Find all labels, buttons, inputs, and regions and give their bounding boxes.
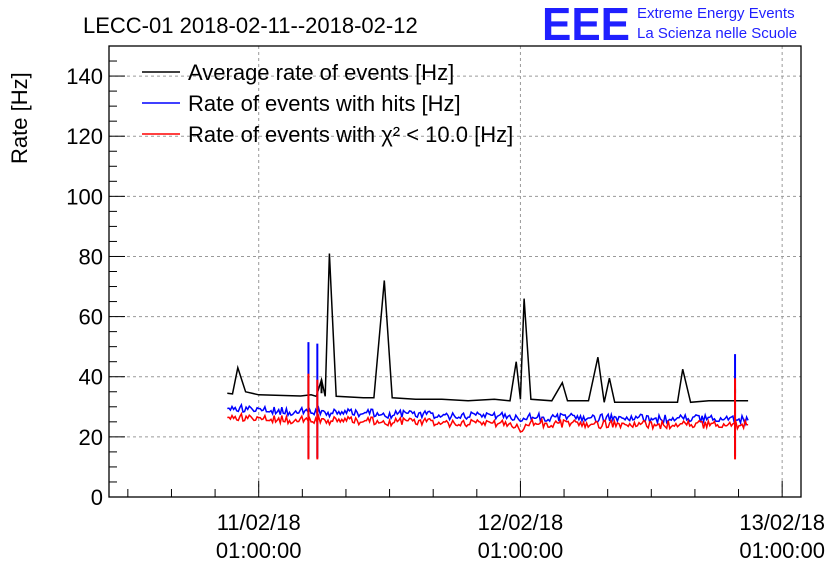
logo-letters: EEE (542, 0, 630, 50)
y-tick-label-7: 140 (66, 64, 103, 89)
logo-line-2: La Scienza nelle Scuole (637, 25, 797, 42)
eee-logo: EEE Extreme Energy Events La Scienza nel… (542, 0, 797, 50)
legend-label-0: Average rate of events [Hz] (188, 60, 454, 85)
series-line-2 (227, 411, 749, 433)
x-tick-time-1: 01:00:00 (478, 538, 564, 563)
y-tick-label-1: 20 (79, 425, 103, 450)
y-tick-label-3: 60 (79, 305, 103, 330)
x-tick-date-0: 11/02/18 (217, 510, 301, 535)
chart-title: LECC-01 2018-02-11--2018-02-12 (83, 13, 418, 38)
series-line-1 (227, 402, 749, 427)
y-tick-label-6: 120 (66, 124, 103, 149)
axes: 0 20 40 60 80 100 120 140 11/02/18 01:00:00 12/02/… (66, 45, 825, 563)
plot-area (227, 253, 749, 460)
grid-lines (109, 46, 801, 497)
y-tick-label-4: 80 (79, 244, 103, 269)
x-tick-date-1: 12/02/18 (478, 510, 564, 535)
x-tick-time-2: 01:00:00 (739, 538, 825, 563)
y-tick-label-5: 100 (66, 184, 103, 209)
series-line-0 (227, 253, 749, 404)
x-tick-date-2: 13/02/18 (739, 510, 825, 535)
y-axis-label: Rate [Hz] (7, 72, 32, 164)
x-tick-time-0: 01:00:00 (216, 538, 302, 563)
logo-line-1: Extreme Energy Events (637, 5, 795, 22)
legend-label-1: Rate of events with hits [Hz] (188, 91, 461, 116)
y-tick-label-2: 40 (79, 365, 103, 390)
legend: Average rate of events [Hz] Rate of event… (142, 60, 513, 147)
legend-label-2: Rate of events with χ² < 10.0 [Hz] (188, 122, 513, 147)
y-tick-label-0: 0 (91, 485, 103, 510)
